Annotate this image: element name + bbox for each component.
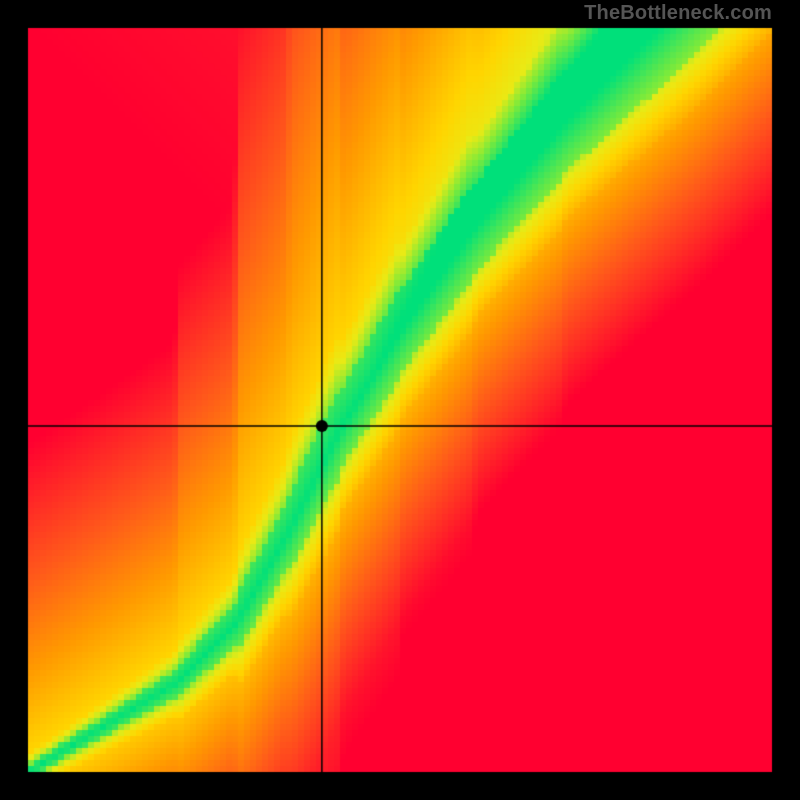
watermark-text: TheBottleneck.com [584, 2, 772, 25]
heatmap-canvas [0, 0, 800, 800]
chart-container: TheBottleneck.com [0, 0, 800, 800]
